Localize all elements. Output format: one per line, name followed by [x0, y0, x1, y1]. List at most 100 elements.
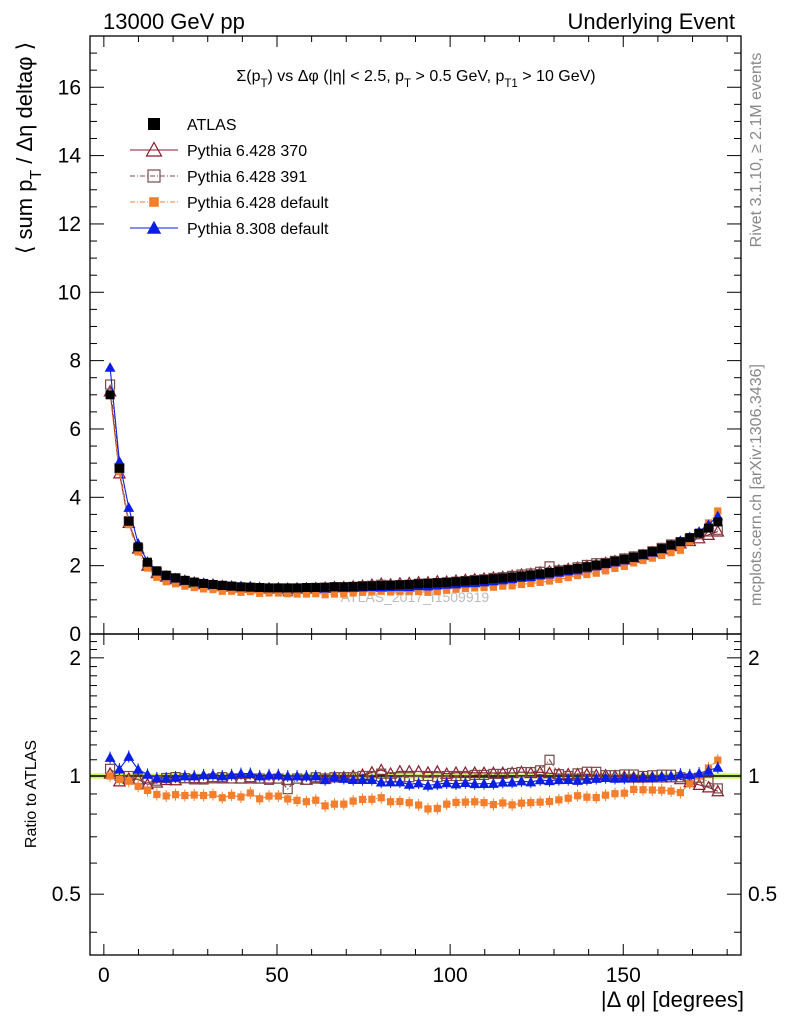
- ratio-point: [181, 791, 189, 800]
- legend-marker: [147, 169, 161, 183]
- data-point: [573, 563, 583, 573]
- ratio-point: [209, 791, 217, 799]
- ratio-point: [263, 769, 275, 780]
- ratio-point: [499, 799, 507, 807]
- ratio-point: [132, 764, 144, 774]
- ratio-point: [170, 771, 181, 782]
- ratio-point: [386, 798, 395, 806]
- data-point: [255, 583, 265, 593]
- ratio-point: [228, 791, 236, 799]
- data-point: [404, 579, 414, 589]
- y-tick-label: 2: [69, 555, 81, 578]
- data-point: [199, 578, 209, 588]
- ratio-point: [692, 778, 706, 791]
- data-point: [527, 579, 535, 588]
- ratio-point: [396, 797, 404, 806]
- ratio-point: [497, 776, 509, 787]
- ratio-point: [592, 793, 600, 802]
- ratio-point: [489, 800, 498, 809]
- mcplots-label: mcplots.cern.ch [arXiv:1306.3436]: [748, 364, 765, 606]
- ratio-point: [536, 798, 544, 806]
- data-point: [152, 566, 162, 576]
- ratio-point: [188, 770, 200, 781]
- ratio-point: [675, 768, 686, 779]
- x-tick-label: 150: [606, 964, 641, 987]
- data-point: [554, 566, 564, 576]
- legend: ATLAS Pythia 6.428 370 Pythia 6.428 391 Pyt…: [130, 117, 329, 238]
- data-point: [302, 590, 311, 598]
- data-point: [256, 589, 264, 597]
- ratio-point: [357, 774, 368, 785]
- data-point: [386, 588, 395, 596]
- data-point: [701, 528, 716, 541]
- ratio-point: [244, 768, 256, 778]
- ratio-point: [646, 772, 658, 782]
- legend-entry-pythia-8-308-default: Pythia 8.308 default: [130, 220, 329, 238]
- data-point: [208, 579, 218, 589]
- data-point: [274, 589, 282, 597]
- data-point: [545, 567, 555, 577]
- ratio-point: [639, 786, 647, 794]
- ratio-point: [611, 790, 619, 798]
- data-point: [563, 565, 573, 575]
- data-point: [433, 588, 441, 596]
- data-point: [647, 547, 657, 557]
- data-point: [142, 557, 152, 567]
- x-axis-label: |Δ φ| [degrees]: [601, 987, 744, 1012]
- chart-title: Σ(pT) vs Δφ (|η| < 2.5, pT > 0.5 GeV, pT…: [236, 68, 595, 90]
- ratio-point: [684, 769, 696, 780]
- ratio-point: [216, 770, 228, 781]
- ratio-point: [658, 786, 666, 794]
- ratio-point: [452, 798, 460, 807]
- ratio-point: [673, 772, 688, 785]
- data-point: [489, 583, 498, 591]
- data-point: [133, 542, 143, 552]
- ratio-point: [433, 804, 441, 813]
- ratio-point: [160, 772, 172, 783]
- ratio-point: [711, 784, 725, 797]
- ratio-point: [368, 795, 376, 803]
- data-point: [104, 362, 116, 372]
- ratio-y-axis-label: Ratio to ATLAS: [23, 740, 40, 848]
- ratio-series-pythia-6-428-default: [106, 754, 722, 815]
- ratio-point: [329, 771, 340, 782]
- ratio-point: [508, 801, 516, 809]
- ratio-point: [544, 775, 555, 786]
- data-point: [508, 582, 516, 590]
- series-atlas: [105, 390, 723, 593]
- ratio-point: [618, 772, 630, 783]
- data-point: [329, 582, 339, 592]
- data-point: [545, 577, 554, 585]
- ratio-point: [572, 775, 583, 785]
- legend-marker: [146, 220, 162, 234]
- data-point: [499, 582, 507, 590]
- ratio-point: [443, 800, 451, 808]
- ratio-point: [525, 776, 537, 787]
- ratio-point: [198, 769, 209, 780]
- data-point: [657, 544, 667, 554]
- ratio-point: [312, 796, 320, 804]
- data-point: [105, 390, 115, 400]
- ratio-point: [235, 768, 247, 778]
- data-point: [470, 575, 480, 585]
- data-point: [311, 583, 321, 593]
- data-point: [452, 585, 460, 593]
- legend-marker: [145, 141, 163, 157]
- ratio-point: [628, 772, 640, 782]
- series-pythia-6-428-default: [106, 391, 722, 599]
- ratio-point: [114, 763, 125, 774]
- ratio-point: [486, 766, 501, 778]
- data-point: [180, 575, 190, 585]
- data-point: [713, 517, 723, 527]
- y-tick-label: 4: [69, 486, 81, 509]
- data-point: [471, 584, 479, 592]
- ratio-point: [151, 772, 163, 783]
- ratio-point: [424, 805, 432, 813]
- legend-label: Pythia 6.428 default: [187, 195, 329, 212]
- data-point: [312, 590, 320, 598]
- ratio-point: [321, 802, 329, 810]
- ratio-point: [667, 787, 675, 795]
- ratio-point: [393, 764, 407, 777]
- data-point: [237, 588, 245, 596]
- header-energy: 13000 GeV pp: [103, 9, 245, 34]
